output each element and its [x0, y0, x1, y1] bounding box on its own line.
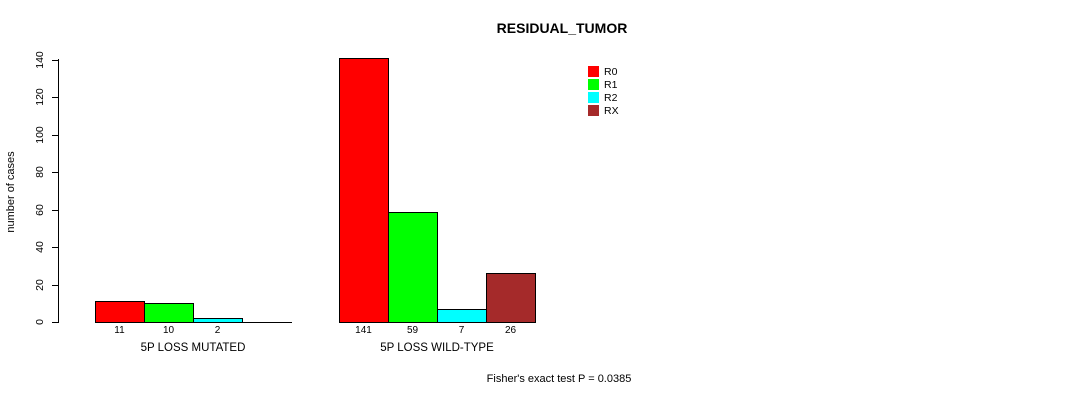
bar-count-r1-group0: 10 — [162, 325, 175, 336]
legend-row-r0: R0 — [588, 65, 619, 78]
y-tick-20 — [52, 285, 58, 286]
y-tick-100 — [52, 135, 58, 136]
group-label-0: 5P LOSS MUTATED — [140, 342, 246, 354]
bar-count-r1-group1: 59 — [406, 325, 419, 336]
legend-row-r2: R2 — [588, 91, 619, 104]
y-tick-label-100: 100 — [34, 126, 46, 144]
legend: R0 R1 R2 RX — [588, 65, 619, 117]
y-tick-label-0: 0 — [34, 319, 46, 325]
bar-r2-group1 — [437, 309, 487, 323]
bar-r1-group0 — [144, 303, 194, 323]
bar-count-rx-group1: 26 — [504, 325, 517, 336]
legend-row-r1: R1 — [588, 78, 619, 91]
chart-title: RESIDUAL_TUMOR — [496, 20, 628, 36]
bar-r0-group1 — [339, 58, 389, 323]
legend-label-r0: R0 — [604, 65, 618, 78]
bar-count-r0-group0: 11 — [114, 325, 125, 336]
bar-count-r0-group1: 141 — [355, 325, 372, 336]
bar-count-r2-group0: 2 — [214, 325, 221, 336]
bar-r1-group1 — [388, 212, 438, 323]
group-label-1: 5P LOSS WILD-TYPE — [380, 342, 494, 354]
legend-label-r1: R1 — [604, 78, 618, 91]
legend-row-rx: RX — [588, 104, 619, 117]
stat-annotation: Fisher's exact test P = 0.0385 — [486, 373, 632, 385]
y-tick-label-20: 20 — [34, 279, 46, 291]
bar-r2-group0 — [193, 318, 243, 323]
y-axis-label: number of cases — [5, 151, 17, 233]
y-tick-80 — [52, 172, 58, 173]
y-tick-label-80: 80 — [34, 166, 46, 178]
y-tick-140 — [52, 60, 58, 61]
y-tick-label-120: 120 — [34, 88, 46, 106]
y-tick-0 — [52, 322, 58, 323]
legend-swatch-rx — [588, 105, 599, 116]
bar-rx-group1 — [486, 273, 536, 323]
bar-r0-group0 — [95, 301, 145, 323]
y-tick-40 — [52, 247, 58, 248]
y-axis-line — [58, 59, 59, 323]
y-tick-120 — [52, 97, 58, 98]
y-tick-label-140: 140 — [34, 51, 46, 69]
legend-label-rx: RX — [604, 104, 619, 117]
legend-swatch-r0 — [588, 66, 599, 77]
legend-swatch-r1 — [588, 79, 599, 90]
y-tick-label-40: 40 — [34, 241, 46, 253]
y-tick-60 — [52, 210, 58, 211]
bar-count-r2-group1: 7 — [458, 325, 465, 336]
legend-label-r2: R2 — [604, 91, 618, 104]
y-tick-label-60: 60 — [34, 204, 46, 216]
legend-swatch-r2 — [588, 92, 599, 103]
